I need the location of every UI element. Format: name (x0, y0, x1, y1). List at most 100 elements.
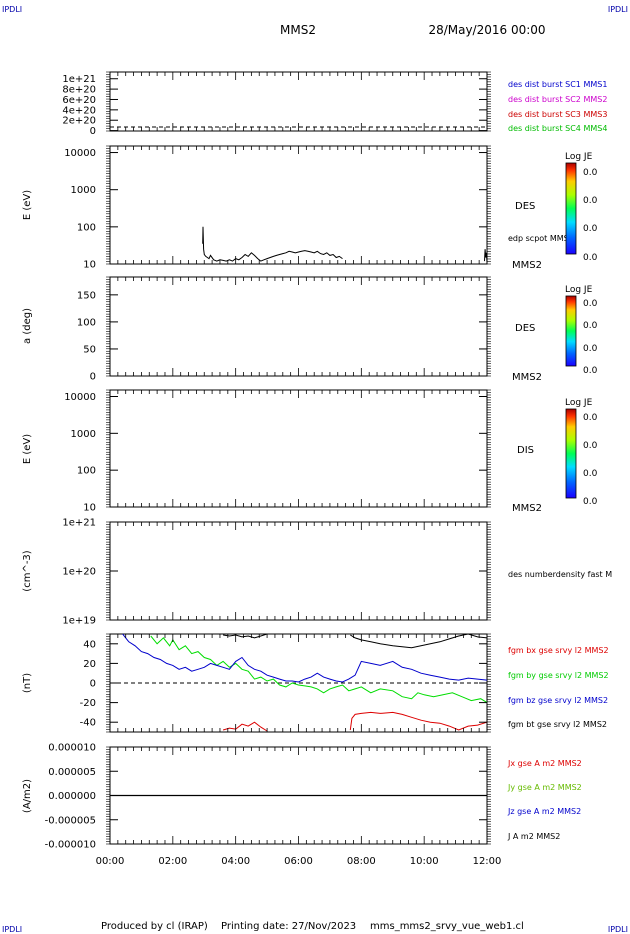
y-tick-label: 10000 (64, 392, 96, 403)
datetime-title: 28/May/2016 00:00 (428, 23, 545, 37)
colorbar-3-tick: 0.0 (583, 441, 598, 451)
y-tick-label: 0 (90, 679, 96, 690)
panel-density-ylabel: (cm^-3) (22, 550, 33, 591)
colorbar-2 (565, 295, 577, 367)
fgm-series-line (350, 633, 488, 649)
y-tick-label: 40 (83, 639, 96, 650)
y-tick-label: 2e+20 (62, 116, 96, 127)
y-tick-label: 4e+20 (62, 105, 96, 116)
legend-mms3: des dist burst SC3 MMS3 (508, 110, 607, 119)
panel-density-frame (109, 521, 488, 621)
x-tick-label: 10:00 (410, 856, 439, 867)
y-tick-label: 10 (83, 503, 96, 514)
colorbar-3-title: Log JE (565, 398, 593, 408)
footer-printing: Printing date: 27/Nov/2023 (221, 921, 356, 932)
x-tick-label: 02:00 (158, 856, 187, 867)
colorbar-3 (565, 408, 577, 499)
panel-des-energy-overlay-label: edp scpot MMS2 (508, 234, 574, 243)
fgm-series-line (150, 635, 488, 704)
panel-des-energy-frame (109, 145, 488, 265)
colorbar-2-tick: 0.0 (583, 344, 598, 354)
corner-label-bottom-left: IPDLI (2, 925, 22, 934)
y-tick-label: 0 (90, 372, 96, 383)
scpot-series-line (202, 226, 343, 262)
y-tick-label: 20 (83, 659, 96, 670)
panel-dis-energy-label: DIS (517, 445, 534, 456)
legend-jz: Jz gse A m2 MMS2 (507, 807, 581, 816)
colorbar-2-tick: 0.0 (583, 321, 598, 331)
x-tick-label: 08:00 (347, 856, 376, 867)
x-tick-label: 04:00 (221, 856, 250, 867)
y-tick-label: 1e+21 (62, 518, 96, 529)
fgm-series-line (223, 633, 268, 639)
panel-dis-energy-frame (109, 389, 488, 508)
colorbar-1-tick: 0.0 (583, 224, 598, 234)
y-tick-label: -40 (80, 718, 96, 729)
footer-produced: Produced by cl (IRAP) (101, 921, 208, 932)
colorbar-2-title: Log JE (565, 285, 593, 295)
panel-des-energy-sublabel: MMS2 (512, 260, 542, 271)
panel-des-pitch-sublabel: MMS2 (512, 372, 542, 383)
panel-dis-energy-ylabel: E (eV) (22, 434, 33, 464)
panel-burst-frame (109, 71, 488, 132)
y-tick-label: 0.000005 (48, 767, 96, 778)
y-tick-label: 6e+20 (62, 95, 96, 106)
y-tick-label: 0.000010 (48, 743, 96, 754)
y-tick-label: 0 (90, 126, 96, 137)
legend-fgm-bz: fgm bz gse srvy l2 MMS2 (508, 696, 608, 705)
legend-mms1: des dist burst SC1 MMS1 (508, 80, 607, 89)
corner-label-bottom-right: IPDLI (608, 925, 628, 934)
y-tick-label: 150 (77, 290, 96, 301)
colorbar-2-tick: 0.0 (583, 299, 598, 309)
y-tick-label: 0.000000 (48, 791, 96, 802)
colorbar-2-tick: 0.0 (583, 366, 598, 376)
fgm-series-line (122, 633, 488, 683)
colorbar-1-tick: 0.0 (583, 196, 598, 206)
colorbar-3-tick: 0.0 (583, 469, 598, 479)
legend-j: J A m2 MMS2 (507, 832, 560, 841)
panel-des-pitch-frame (109, 276, 488, 377)
legend-fgm-bx: fgm bx gse srvy l2 MMS2 (508, 646, 609, 655)
y-tick-label: 10000 (64, 148, 96, 159)
x-tick-label: 00:00 (96, 856, 125, 867)
colorbar-1 (565, 162, 577, 255)
panel-des-pitch-ylabel: a (deg) (22, 308, 33, 344)
panel-dis-energy-sublabel: MMS2 (512, 503, 542, 514)
x-tick-label: 06:00 (284, 856, 313, 867)
legend-mms2: des dist burst SC2 MMS2 (508, 95, 607, 104)
y-tick-label: -0.000010 (45, 840, 96, 851)
colorbar-1-tick: 0.0 (583, 253, 598, 263)
y-tick-label: 8e+20 (62, 85, 96, 96)
fgm-series-line (349, 711, 488, 731)
y-tick-label: 100 (77, 317, 96, 328)
panel-fgm: (nT) fgm bx gse srvy l2 MMS2 fgm by gse … (22, 633, 609, 733)
x-tick-label: 12:00 (473, 856, 502, 867)
panel-current: (A/m2) Jx gse A m2 MMS2 Jy gse A m2 MMS2… (22, 746, 582, 845)
panel-current-ylabel: (A/m2) (22, 779, 33, 813)
y-tick-label: 1e+19 (62, 616, 96, 627)
y-tick-label: 1000 (71, 185, 96, 196)
y-tick-label: 1e+20 (62, 567, 96, 578)
legend-fgm-by: fgm by gse srvy l2 MMS2 (508, 671, 609, 680)
colorbar-3-tick: 0.0 (583, 413, 598, 423)
y-tick-label: 10 (83, 260, 96, 271)
corner-label-top-left: IPDLI (2, 5, 22, 14)
y-tick-label: 100 (77, 222, 96, 233)
legend-fgm-bt: fgm bt gse srvy l2 MMS2 (508, 720, 607, 729)
y-tick-label: 1e+21 (62, 74, 96, 85)
y-tick-label: 50 (83, 344, 96, 355)
panel-density-legend: des numberdensity fast M (508, 570, 612, 579)
footer-filename: mms_mms2_srvy_vue_web1.cl (370, 921, 524, 932)
legend-jy: Jy gse A m2 MMS2 (507, 783, 582, 792)
panel-des-pitch-label: DES (515, 323, 535, 334)
y-tick-label: -0.000005 (45, 815, 96, 826)
colorbar-1-title: Log JE (565, 152, 593, 162)
corner-label-top-right: IPDLI (608, 5, 628, 14)
spacecraft-title: MMS2 (280, 23, 316, 37)
panel-des-pitch: a (deg) DES MMS2 Log JE 0.0 0.0 0.0 0.0 (22, 276, 598, 383)
y-tick-label: 1000 (71, 429, 96, 440)
y-tick-label: 100 (77, 466, 96, 477)
panel-des-energy-ylabel: E (eV) (22, 190, 33, 220)
colorbar-1-tick: 0.0 (583, 168, 598, 178)
